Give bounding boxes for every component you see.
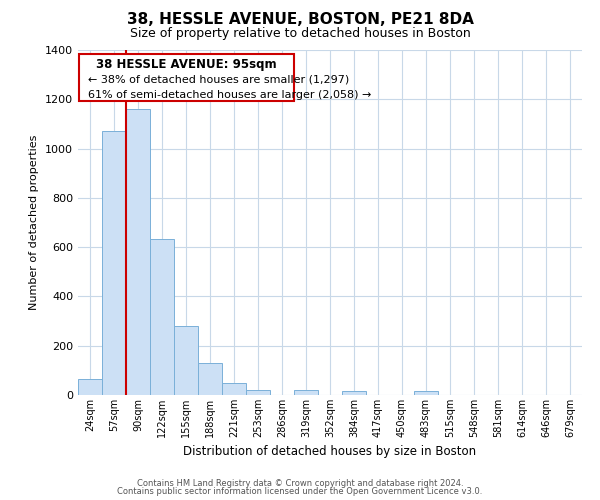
Bar — [150, 238, 174, 395]
X-axis label: Distribution of detached houses by size in Boston: Distribution of detached houses by size … — [184, 446, 476, 458]
Bar — [246, 390, 270, 395]
Bar — [294, 390, 318, 395]
Bar — [342, 390, 366, 395]
Text: Contains public sector information licensed under the Open Government Licence v3: Contains public sector information licen… — [118, 487, 482, 496]
Text: 38 HESSLE AVENUE: 95sqm: 38 HESSLE AVENUE: 95sqm — [96, 58, 277, 70]
Text: 38, HESSLE AVENUE, BOSTON, PE21 8DA: 38, HESSLE AVENUE, BOSTON, PE21 8DA — [127, 12, 473, 28]
Y-axis label: Number of detached properties: Number of detached properties — [29, 135, 40, 310]
Text: Contains HM Land Registry data © Crown copyright and database right 2024.: Contains HM Land Registry data © Crown c… — [137, 478, 463, 488]
Bar — [78, 379, 102, 395]
Bar — [126, 109, 150, 395]
Bar — [174, 326, 198, 395]
Bar — [198, 363, 222, 395]
Text: Size of property relative to detached houses in Boston: Size of property relative to detached ho… — [130, 28, 470, 40]
Bar — [414, 390, 438, 395]
Bar — [222, 383, 246, 395]
Text: 61% of semi-detached houses are larger (2,058) →: 61% of semi-detached houses are larger (… — [88, 90, 371, 100]
Bar — [102, 132, 126, 395]
Text: ← 38% of detached houses are smaller (1,297): ← 38% of detached houses are smaller (1,… — [88, 74, 349, 85]
